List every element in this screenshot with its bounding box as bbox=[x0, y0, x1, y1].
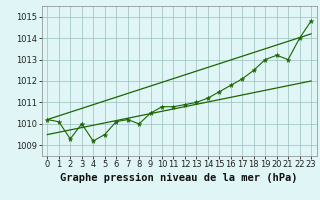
X-axis label: Graphe pression niveau de la mer (hPa): Graphe pression niveau de la mer (hPa) bbox=[60, 173, 298, 183]
